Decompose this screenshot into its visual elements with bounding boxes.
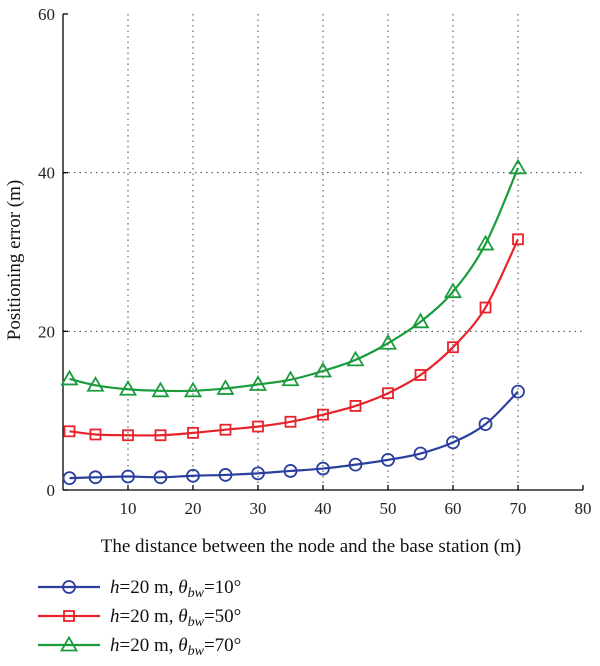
legend: h=20 m, θbw=10°h=20 m, θbw=50°h=20 m, θb… <box>38 577 241 659</box>
series-3-point-8 <box>281 370 300 387</box>
series-3-point-15 <box>508 158 528 175</box>
series-3-point-11 <box>378 333 398 350</box>
legend-label-2: h=20 m, θbw=50° <box>110 606 241 630</box>
series-2 <box>63 233 524 442</box>
legend-item-1: h=20 m, θbw=10° <box>38 577 241 601</box>
series-2-point-4 <box>154 429 167 442</box>
series-2-point-3 <box>122 429 134 442</box>
series-1-point-14 <box>478 417 493 432</box>
legend-marker-3 <box>59 635 79 652</box>
legend-marker-1 <box>62 580 76 594</box>
series-1-point-5 <box>186 468 200 483</box>
x-tick-label-80: 80 <box>575 499 592 518</box>
y-tick-label-40: 40 <box>38 164 55 183</box>
x-tick-label-30: 30 <box>250 499 267 518</box>
y-tick-label-60: 60 <box>38 5 55 24</box>
series-3-point-6 <box>216 379 235 395</box>
series-2-point-10 <box>349 400 362 412</box>
legend-label-2-sub: bw <box>188 615 205 630</box>
series-3-point-2 <box>86 375 105 392</box>
series-3-point-4 <box>151 381 170 398</box>
series-1-point-13 <box>446 435 460 450</box>
legend-label-3: h=20 m, θbw=70° <box>110 635 241 659</box>
series-layer <box>60 158 528 486</box>
legend-label-1-theta: θ <box>178 577 187 598</box>
series-2-point-9 <box>317 408 329 421</box>
series-1-point-6 <box>218 468 233 482</box>
series-1-point-2 <box>88 470 103 485</box>
grid-lines <box>63 14 583 490</box>
series-1-point-8 <box>283 464 298 478</box>
series-1-line <box>69 390 519 480</box>
series-2-point-11 <box>382 387 394 400</box>
series-2-point-7 <box>252 420 264 433</box>
legend-label-3-theta: θ <box>178 635 187 656</box>
series-1-point-11 <box>381 452 395 467</box>
series-1-point-9 <box>316 461 330 476</box>
legend-item-3: h=20 m, θbw=70° <box>38 635 241 659</box>
legend-marker-2 <box>63 610 75 622</box>
series-3 <box>60 158 528 398</box>
legend-label-1: h=20 m, θbw=10° <box>110 577 241 601</box>
tick-labels: 10 20 30 40 50 60 70 80 0 20 40 60 <box>38 5 592 518</box>
series-1-point-4 <box>153 470 168 485</box>
x-tick-label-50: 50 <box>380 499 397 518</box>
x-tick-label-40: 40 <box>315 499 332 518</box>
legend-label-1-value: =10° <box>204 577 241 598</box>
legend-label-3-sub: bw <box>188 644 205 659</box>
series-3-point-12 <box>411 312 430 329</box>
series-1-point-1 <box>62 471 77 486</box>
legend-label-1-rest: =20 m, <box>120 577 179 598</box>
legend-label-2-value: =50° <box>204 606 241 627</box>
legend-label-1-h: h <box>110 577 120 598</box>
series-2-point-8 <box>284 415 297 428</box>
x-axis-title: The distance between the node and the ba… <box>101 536 522 557</box>
series-1-point-3 <box>121 469 135 484</box>
legend-label-2-theta: θ <box>178 606 187 627</box>
series-2-point-5 <box>187 426 199 439</box>
x-tick-label-10: 10 <box>120 499 137 518</box>
series-1-point-7 <box>251 466 265 481</box>
series-2-point-12 <box>414 369 427 381</box>
series-2-point-6 <box>219 423 232 436</box>
series-2-point-13 <box>447 341 459 354</box>
x-tick-label-60: 60 <box>445 499 462 518</box>
series-2-point-15 <box>512 233 524 246</box>
series-1 <box>62 384 525 486</box>
series-3-point-13 <box>443 282 463 299</box>
legend-label-1-sub: bw <box>188 586 205 601</box>
series-1-point-15 <box>511 384 525 399</box>
legend-label-3-value: =70° <box>204 635 241 656</box>
series-3-point-7 <box>248 375 268 391</box>
legend-label-2-rest: =20 m, <box>120 606 179 627</box>
y-axis-title: Positioning error (m) <box>4 180 25 340</box>
series-2-line <box>69 238 519 437</box>
legend-item-2: h=20 m, θbw=50° <box>38 606 241 630</box>
legend-label-3-rest: =20 m, <box>120 635 179 656</box>
legend-label-3-h: h <box>110 635 120 656</box>
series-3-point-1 <box>60 369 79 386</box>
series-3-point-14 <box>476 234 495 251</box>
series-1-point-12 <box>413 446 428 461</box>
x-tick-label-20: 20 <box>185 499 202 518</box>
series-2-point-2 <box>89 428 102 441</box>
series-1-point-10 <box>348 457 363 472</box>
y-tick-label-0: 0 <box>47 481 56 500</box>
series-2-point-1 <box>63 425 76 438</box>
y-tick-label-20: 20 <box>38 322 55 341</box>
legend-label-2-h: h <box>110 606 120 627</box>
x-tick-label-70: 70 <box>510 499 527 518</box>
series-3-line <box>69 167 520 393</box>
series-3-point-9 <box>313 361 333 378</box>
series-3-point-10 <box>346 350 365 367</box>
series-3-point-3 <box>118 379 138 396</box>
series-2-point-14 <box>479 301 492 314</box>
series-3-point-5 <box>183 381 203 398</box>
axes <box>62 13 584 491</box>
